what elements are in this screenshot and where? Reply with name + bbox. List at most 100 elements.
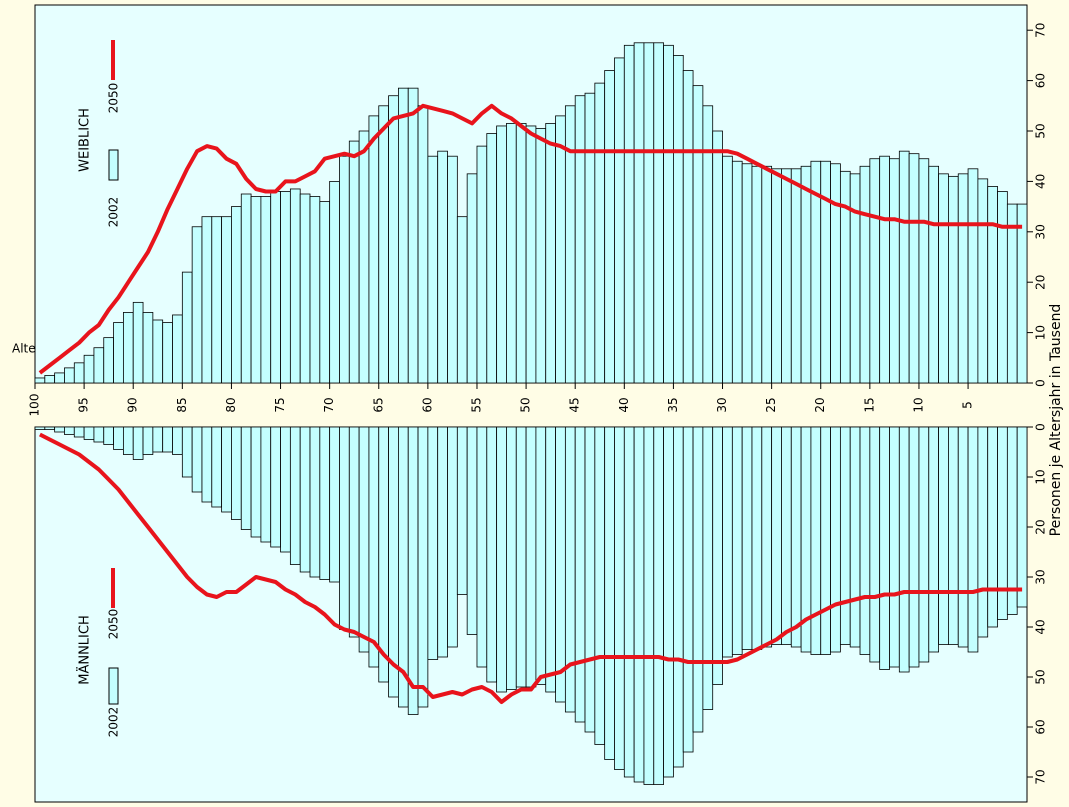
bar	[113, 426, 124, 450]
bar	[329, 426, 340, 583]
bar	[437, 426, 448, 658]
bar	[103, 426, 114, 445]
bar	[201, 216, 213, 384]
bar	[231, 426, 242, 520]
bar	[358, 426, 370, 653]
bar	[633, 426, 645, 783]
bar	[879, 426, 890, 670]
bar	[466, 426, 478, 635]
bar	[918, 158, 930, 384]
bar	[525, 426, 537, 688]
bar	[73, 362, 85, 384]
x-tick-label: 10	[911, 397, 925, 412]
bar	[555, 426, 566, 703]
bar	[132, 426, 144, 460]
bar	[417, 426, 429, 708]
bar	[83, 354, 95, 384]
bar	[54, 426, 65, 433]
bar	[771, 426, 782, 645]
x-tick-label: 45	[568, 397, 582, 412]
bar	[555, 115, 566, 384]
bar	[476, 145, 488, 384]
bar	[496, 426, 507, 693]
x-tick-label: 50	[519, 397, 533, 412]
bar	[731, 426, 743, 655]
x-tick-label: 15	[862, 397, 876, 412]
legend-label: 2050	[107, 83, 121, 114]
y-tick-label: 40	[1034, 174, 1048, 189]
y-tick-label: 0	[1034, 423, 1048, 431]
y-tick-label: 20	[1034, 519, 1048, 534]
legend-label: 2002	[107, 197, 121, 228]
bar	[456, 216, 468, 384]
bar	[722, 426, 733, 658]
bar	[172, 426, 183, 455]
bar	[221, 426, 232, 513]
bar	[702, 426, 714, 710]
bar	[299, 193, 311, 384]
x-tick-label: 60	[420, 397, 434, 412]
bar	[348, 140, 360, 384]
bar	[398, 426, 409, 708]
y-tick-label: 60	[1034, 73, 1048, 88]
x-tick-label: 20	[813, 397, 827, 412]
x-tick-label: 80	[224, 397, 238, 412]
bar	[839, 170, 851, 384]
bar	[997, 191, 1008, 384]
bar	[761, 165, 773, 384]
bar	[820, 426, 831, 655]
bar	[309, 196, 321, 384]
legend-swatch	[108, 149, 119, 181]
bar	[319, 426, 331, 580]
bar	[506, 426, 517, 690]
bar	[64, 367, 75, 384]
bar	[270, 426, 281, 548]
bar	[545, 426, 556, 693]
bar	[398, 87, 409, 384]
bar	[54, 372, 65, 384]
bar	[211, 216, 223, 384]
bar	[790, 426, 802, 648]
y-tick-label: 30	[1034, 224, 1048, 239]
y-tick-label: 0	[1034, 379, 1048, 387]
bar	[643, 42, 655, 384]
y-tick-label: 20	[1034, 275, 1048, 290]
bar	[908, 426, 920, 668]
bar	[181, 271, 193, 384]
bar	[506, 123, 517, 384]
bar	[132, 301, 144, 384]
y-tick-label: 70	[1034, 769, 1048, 784]
legend-swatch	[108, 667, 119, 705]
bar	[515, 426, 527, 688]
bar	[34, 377, 46, 384]
x-tick-label: 90	[126, 397, 140, 412]
bar	[34, 426, 46, 430]
x-tick-label: 70	[322, 397, 336, 412]
bar	[240, 193, 252, 384]
y-tick-label: 10	[1034, 469, 1048, 484]
bar	[800, 165, 812, 384]
bar	[486, 426, 498, 683]
bar	[889, 158, 900, 384]
bar	[820, 160, 831, 384]
bar	[889, 426, 900, 668]
line	[38, 432, 1023, 704]
x-tick-label: 25	[764, 397, 778, 412]
bar	[388, 95, 399, 384]
bar	[368, 426, 380, 668]
bar	[466, 173, 478, 384]
bar	[849, 173, 861, 384]
x-tick-label: 95	[77, 397, 91, 412]
bar	[839, 426, 851, 645]
bar	[348, 426, 360, 638]
y-tick-label: 70	[1034, 23, 1048, 38]
bar	[162, 426, 173, 453]
bar	[682, 426, 694, 753]
bar	[702, 105, 714, 384]
bar	[289, 188, 301, 384]
legend-title: MÄNNLICH	[77, 615, 93, 685]
bar	[761, 426, 773, 648]
bar	[810, 426, 822, 655]
bar	[584, 426, 596, 733]
bar	[987, 186, 998, 384]
